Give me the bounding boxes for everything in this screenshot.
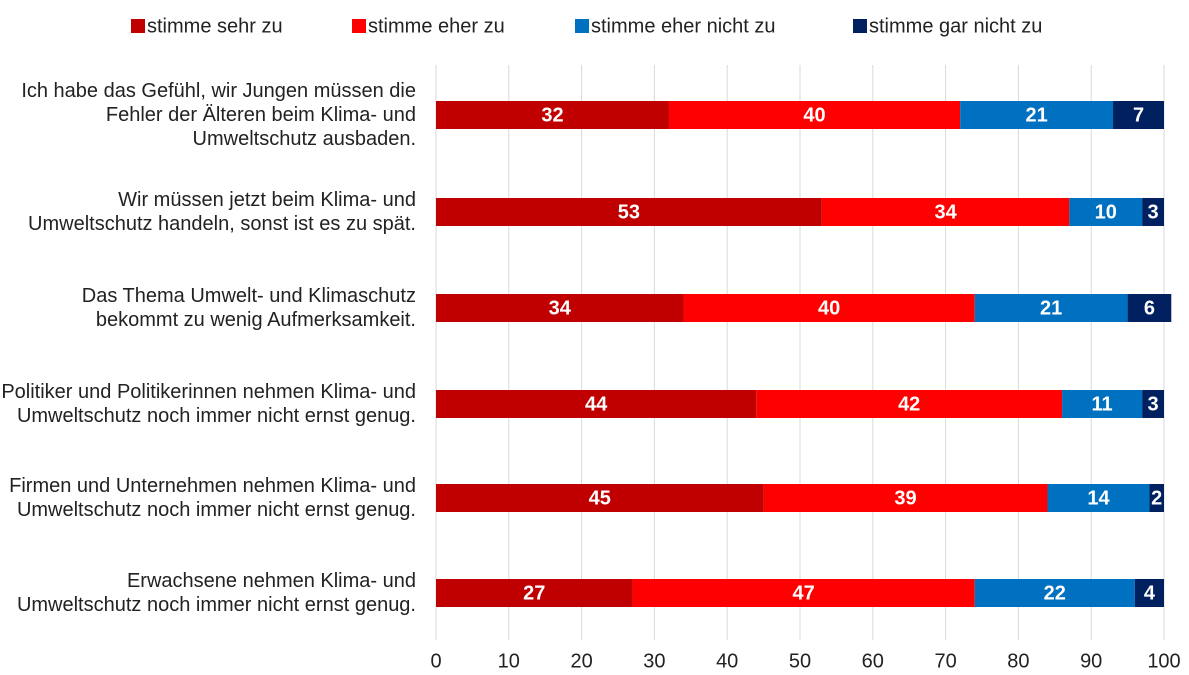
bar-segment (763, 484, 1048, 512)
x-tick-label: 40 (716, 650, 738, 672)
bar-segment (1069, 198, 1143, 226)
x-tick-label: 90 (1080, 650, 1102, 672)
bar-segment (436, 484, 764, 512)
value-label: 11 (1092, 393, 1113, 415)
value-label: 21 (1040, 297, 1062, 319)
bar-segment (1134, 579, 1164, 607)
value-label: 40 (803, 104, 825, 126)
value-label: 2 (1151, 487, 1162, 509)
value-label: 22 (1044, 582, 1066, 604)
value-label: 32 (541, 104, 563, 126)
bar-segment (683, 294, 975, 322)
value-label: 10 (1095, 201, 1117, 223)
category-label: Erwachsene nehmen Klima- und Umweltschut… (16, 570, 416, 616)
value-label: 44 (585, 393, 608, 415)
category-label: Politiker und Politikerinnen nehmen Klim… (1, 381, 416, 427)
legend-label: stimme eher nicht zu (591, 15, 776, 37)
value-label: 39 (894, 487, 916, 509)
value-label: 7 (1133, 104, 1144, 126)
bar-segment (960, 101, 1114, 129)
value-label: 34 (549, 297, 572, 319)
bar-segment (668, 101, 961, 129)
bar-segment (1142, 390, 1164, 418)
bar-segment (1062, 390, 1143, 418)
bar-segment (974, 579, 1135, 607)
bar-segment (436, 390, 757, 418)
value-label: 34 (934, 201, 957, 223)
value-label: 42 (898, 393, 920, 415)
bar-segment (974, 294, 1128, 322)
bar-segment (436, 579, 633, 607)
x-tick-label: 30 (643, 650, 665, 672)
legend-label: stimme eher zu (368, 15, 505, 37)
value-label: 47 (793, 582, 815, 604)
x-tick-label: 60 (862, 650, 884, 672)
value-label: 3 (1148, 393, 1159, 415)
bar-segment (436, 294, 684, 322)
value-label: 40 (818, 297, 840, 319)
bar-segment (436, 198, 822, 226)
legend-swatch (575, 19, 589, 33)
x-tick-label: 70 (934, 650, 956, 672)
bar-segment (1047, 484, 1150, 512)
x-tick-label: 100 (1147, 650, 1180, 672)
bar-segment (1127, 294, 1172, 322)
value-label: 14 (1087, 487, 1110, 509)
value-label: 27 (523, 582, 545, 604)
legend-swatch (853, 19, 867, 33)
value-label: 6 (1144, 297, 1155, 319)
value-label: 53 (618, 201, 640, 223)
x-tick-label: 10 (498, 650, 520, 672)
x-tick-label: 20 (570, 650, 592, 672)
x-tick-label: 80 (1007, 650, 1029, 672)
value-label: 4 (1144, 582, 1156, 604)
legend-label: stimme gar nicht zu (869, 15, 1042, 37)
bar-segment (1149, 484, 1164, 512)
x-tick-label: 0 (430, 650, 441, 672)
x-tick-label: 50 (789, 650, 811, 672)
legend-swatch (352, 19, 366, 33)
bar-segment (821, 198, 1070, 226)
value-label: 3 (1148, 201, 1159, 223)
category-label: Das Thema Umwelt- und Klimaschutz bekomm… (81, 285, 416, 331)
value-label: 45 (589, 487, 611, 509)
category-label: Wir müssen jetzt beim Klima- und Umwelts… (28, 189, 416, 235)
legend-swatch (131, 19, 145, 33)
category-label: Ich habe das Gefühl, wir Jungen müssen d… (21, 80, 416, 150)
bar-segment (632, 579, 975, 607)
bar-segment (756, 390, 1063, 418)
bar-segment (436, 101, 669, 129)
legend-label: stimme sehr zu (147, 15, 283, 37)
bar-segment (1113, 101, 1164, 129)
value-label: 21 (1025, 104, 1047, 126)
bar-segment (1142, 198, 1164, 226)
category-label: Firmen und Unternehmen nehmen Klima- und… (9, 475, 416, 521)
